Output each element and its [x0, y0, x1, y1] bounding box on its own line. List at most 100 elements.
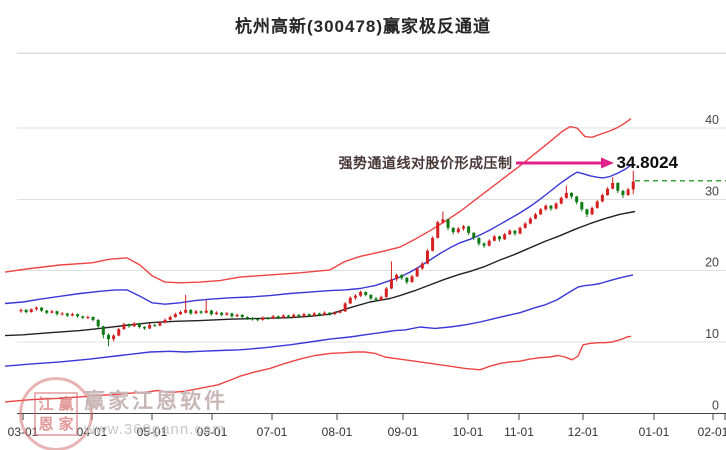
candle-body: [395, 274, 399, 280]
candle-body: [564, 192, 568, 198]
annotation-arrow-icon: [515, 157, 614, 169]
candle-body: [544, 205, 548, 210]
candle-body: [235, 314, 239, 317]
candle-body: [389, 279, 393, 289]
candle-body: [621, 190, 625, 196]
candle-body: [600, 195, 604, 202]
candle-body: [441, 219, 445, 223]
candle-body: [364, 292, 368, 295]
candle-body: [611, 182, 615, 189]
candle-body: [472, 232, 476, 238]
x-tick-label: 08-01: [322, 425, 353, 439]
candle-body: [112, 335, 116, 340]
candle-body: [122, 324, 126, 330]
strong-line-blue-upper: [4, 164, 632, 305]
candle-body: [91, 317, 95, 320]
x-tick-label: 12-01: [568, 425, 599, 439]
candle-body: [106, 334, 110, 340]
candle-body: [595, 201, 599, 208]
candle-body: [374, 298, 378, 300]
candle-body: [451, 227, 455, 233]
candle-body: [173, 314, 177, 318]
candle-body: [461, 226, 465, 229]
x-tick-label: 02-01: [698, 425, 726, 439]
gridlines: [17, 52, 726, 343]
axes: 0 10 20 30 40 03-01 04-01 05-01 06-01 07-01 08-01 0…: [8, 113, 726, 439]
candle-body: [245, 317, 249, 319]
candle-body: [400, 274, 404, 278]
candle-body: [307, 314, 311, 316]
candle-body: [34, 307, 38, 310]
candle-body: [184, 309, 188, 313]
candle-body: [353, 295, 357, 298]
candle-body: [276, 316, 280, 318]
candle-body: [158, 322, 162, 326]
candle-body: [251, 318, 255, 320]
candle-body: [163, 319, 167, 323]
candle-body: [575, 196, 579, 203]
candle-body: [45, 310, 49, 313]
candle-body: [338, 311, 342, 313]
candle-body: [317, 313, 321, 315]
x-tick-label: 09-01: [388, 425, 419, 439]
candle-body: [281, 315, 285, 318]
candle-body: [76, 314, 80, 317]
candle-body: [523, 223, 527, 228]
candle-body: [127, 324, 131, 327]
pressure-annotation: 强势通道线对股价形成压制 34.8024: [339, 153, 678, 173]
candle-body: [50, 311, 54, 313]
candle-body: [518, 227, 522, 234]
candle-body: [24, 309, 28, 313]
candle-body: [215, 312, 219, 315]
candle-body: [492, 236, 496, 241]
candle-body: [199, 311, 203, 313]
candle-body: [539, 209, 543, 215]
candle-body: [513, 230, 517, 234]
candle-body: [81, 316, 85, 318]
candle-body: [446, 219, 450, 228]
candle-body: [487, 240, 491, 246]
candle-body: [626, 189, 630, 196]
extreme-strong-line-red-upper: [4, 118, 632, 284]
candle-body: [343, 303, 347, 312]
candle-body: [616, 182, 620, 191]
candle-body: [497, 236, 501, 240]
candle-body: [256, 319, 260, 321]
candle-body: [534, 214, 537, 219]
candle-body: [369, 294, 373, 299]
candle-body: [580, 202, 584, 210]
candle-body: [60, 313, 64, 315]
candle-body: [384, 288, 388, 298]
x-tick-label: 11-01: [504, 425, 534, 439]
candle-body: [477, 237, 481, 244]
page-title: 杭州高新(300478)赢家极反通道: [234, 17, 492, 36]
y-tick-label: 30: [705, 184, 719, 198]
candle-body: [292, 314, 296, 318]
candle-body: [225, 313, 229, 315]
candle-body: [549, 205, 553, 209]
candle-body: [137, 323, 141, 328]
y-tick-label: 10: [705, 327, 719, 341]
candle-body: [209, 310, 213, 315]
candle-body: [467, 226, 471, 233]
candle-body: [606, 188, 610, 196]
candle-body: [415, 268, 419, 277]
candle-body: [19, 309, 23, 312]
weak-line-blue-lower: [4, 274, 634, 367]
candle-body: [287, 315, 291, 318]
candle-body: [142, 327, 146, 329]
candle-body: [86, 317, 90, 319]
candle-body: [220, 312, 224, 315]
candle-body: [585, 209, 589, 215]
candle-body: [178, 312, 182, 315]
candle-body: [631, 181, 635, 190]
candle-body: [456, 228, 460, 233]
candle-body: [65, 313, 69, 316]
candle-body: [148, 324, 152, 329]
candle-body: [40, 307, 44, 311]
candle-body: [55, 311, 59, 315]
candle-body: [117, 329, 121, 336]
candle-body: [570, 192, 574, 197]
